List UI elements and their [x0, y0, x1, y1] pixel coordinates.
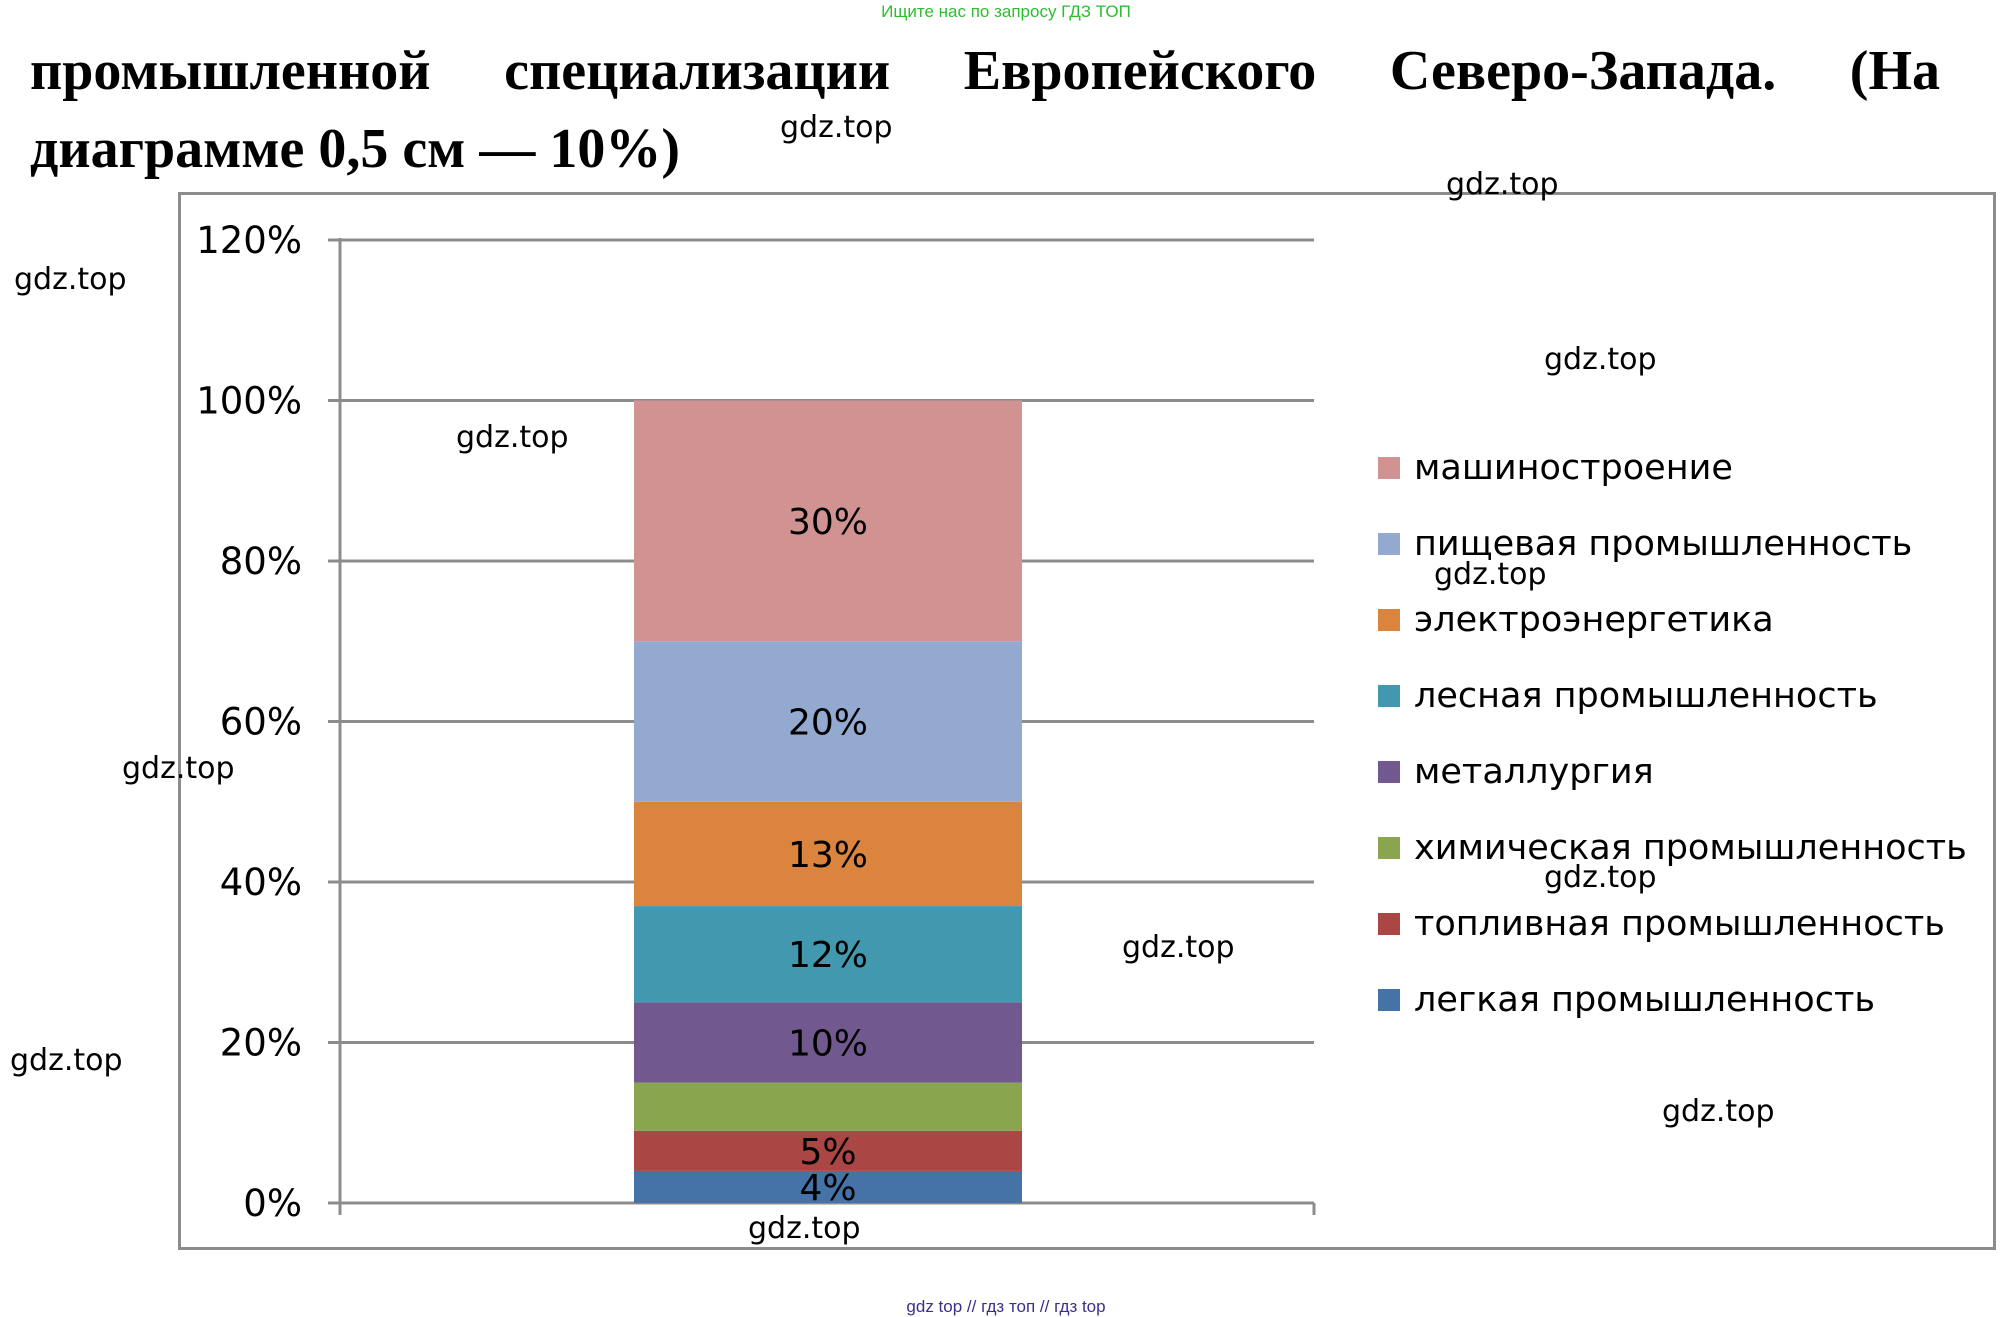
- data-label: 20%: [788, 703, 868, 744]
- legend-swatch: [1378, 913, 1400, 935]
- legend-item: электроэнергетика: [1378, 582, 1967, 658]
- legend-swatch: [1378, 685, 1400, 707]
- axes: [328, 238, 1316, 1215]
- chart-legend: машиностроение пищевая промышленность элек…: [1378, 430, 1967, 1038]
- data-label: 5%: [799, 1132, 856, 1173]
- data-label: 12%: [788, 935, 868, 976]
- y-tick-label: 40%: [220, 861, 302, 904]
- data-label: 4%: [799, 1168, 856, 1209]
- data-label: 30%: [788, 502, 868, 543]
- bar-segment: [634, 400, 1022, 642]
- legend-swatch: [1378, 837, 1400, 859]
- watermark: gdz.top: [1434, 557, 1547, 592]
- legend-item: химическая промышленность: [1378, 810, 1967, 886]
- legend-label: машиностроение: [1414, 448, 1733, 488]
- data-label: 13%: [788, 835, 868, 876]
- legend-swatch: [1378, 989, 1400, 1011]
- watermark: gdz.top: [122, 751, 235, 786]
- data-labels: 4%5% 10% 12% 13% 20% 30%: [788, 502, 868, 1209]
- legend-item: пищевая промышленность: [1378, 506, 1967, 582]
- legend-item: металлургия: [1378, 734, 1967, 810]
- y-tick-label: 60%: [220, 701, 302, 744]
- data-label: 10%: [788, 1024, 868, 1065]
- legend-label: топливная промышленность: [1414, 904, 1945, 944]
- watermark: gdz.top: [1544, 342, 1657, 377]
- legend-label: химическая промышленность: [1414, 828, 1967, 868]
- y-tick-label: 120%: [196, 219, 302, 262]
- bar-segment: [634, 641, 1022, 802]
- bar-segment: [634, 1130, 1022, 1171]
- legend-item: легкая промышленность: [1378, 962, 1967, 1038]
- legend-item: топливная промышленность: [1378, 886, 1967, 962]
- chart-frame: [178, 192, 1996, 1250]
- legend-label: металлургия: [1414, 752, 1654, 792]
- bar-segment: [634, 1082, 1022, 1131]
- watermark: gdz.top: [10, 1043, 123, 1078]
- y-tick-label: 0%: [243, 1182, 302, 1225]
- watermark: gdz.top: [1446, 167, 1559, 202]
- legend-label: лесная промышленность: [1414, 676, 1878, 716]
- watermark: gdz.top: [1662, 1094, 1775, 1129]
- legend-swatch: [1378, 457, 1400, 479]
- watermark: gdz.top: [456, 420, 569, 455]
- footer-links: gdz top // гдз топ // гдз top: [906, 1297, 1106, 1316]
- y-tick-labels: 0% 20% 40% 60% 80% 100% 120%: [196, 219, 302, 1225]
- legend-label: пищевая промышленность: [1414, 524, 1913, 564]
- y-tick-label: 100%: [196, 380, 302, 423]
- legend-item: машиностроение: [1378, 430, 1967, 506]
- y-tick-label: 80%: [220, 540, 302, 583]
- legend-label: электроэнергетика: [1414, 600, 1774, 640]
- legend-swatch: [1378, 761, 1400, 783]
- legend-swatch: [1378, 609, 1400, 631]
- watermark: gdz.top: [14, 262, 127, 297]
- watermark: gdz.top: [780, 110, 893, 145]
- bar-segments: [634, 400, 1022, 1203]
- legend-item: лесная промышленность: [1378, 658, 1967, 734]
- y-tick-label: 20%: [220, 1022, 302, 1065]
- bar-segment: [634, 1170, 1022, 1203]
- watermark: gdz.top: [748, 1211, 861, 1246]
- bar-segment: [634, 801, 1022, 907]
- top-search-note: Ищите нас по запросу ГДЗ ТОП: [881, 2, 1131, 21]
- legend-swatch: [1378, 533, 1400, 555]
- bar-segment: [634, 1002, 1022, 1083]
- watermark: gdz.top: [1544, 860, 1657, 895]
- watermark: gdz.top: [1122, 930, 1235, 965]
- bar-segment: [634, 906, 1022, 1003]
- legend-label: легкая промышленность: [1414, 980, 1875, 1020]
- page-heading: промышленной специализации Европейского …: [30, 40, 1940, 180]
